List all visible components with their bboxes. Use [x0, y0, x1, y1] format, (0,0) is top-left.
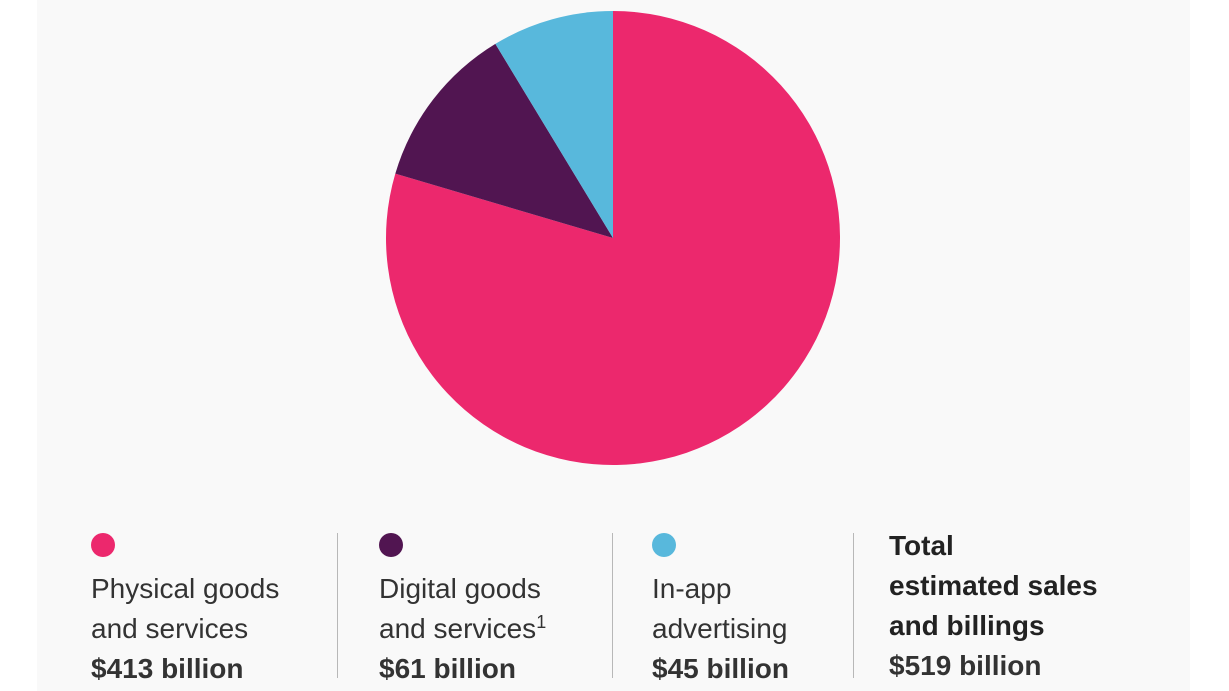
chart-panel: Physical goods and services $413 billion…: [37, 0, 1190, 691]
legend-item-physical: Physical goods and services $413 billion: [91, 528, 279, 689]
legend-label-digital-line1: Digital goods: [379, 573, 541, 604]
legend-label-advertising-line2: advertising: [652, 613, 788, 644]
legend-label-advertising-line1: In-app: [652, 573, 732, 604]
legend-item-digital: Digital goods and services1 $61 billion: [379, 528, 546, 689]
legend-item-total: Total estimated sales and billings $519 …: [889, 526, 1098, 686]
legend-divider-3: [853, 533, 854, 678]
legend-divider-2: [612, 533, 613, 678]
legend-total-line1: Total: [889, 530, 954, 561]
pie-chart: [386, 10, 841, 465]
legend-swatch-advertising: [652, 533, 676, 557]
legend-value-digital: $61 billion: [379, 653, 516, 684]
legend-total-line3: and billings: [889, 610, 1045, 641]
pie-slice-physical: [386, 10, 841, 465]
legend-label-digital-line2: and services1: [379, 609, 546, 649]
legend-swatch-physical: [91, 533, 115, 557]
legend-label-physical-line1: Physical goods: [91, 573, 280, 604]
pie-slice-advertising: [495, 11, 613, 238]
legend-swatch-digital: [379, 533, 403, 557]
pie-slice-digital: [395, 43, 613, 238]
footnote-marker: 1: [536, 612, 547, 632]
legend-item-advertising: In-app advertising $45 billion: [652, 528, 789, 689]
legend-value-physical: $413 billion: [91, 653, 244, 684]
legend-total-line2: estimated sales: [889, 570, 1098, 601]
legend-label-physical-line2: and services: [91, 613, 249, 644]
legend-total-value: $519 billion: [889, 650, 1042, 681]
legend-value-advertising: $45 billion: [652, 653, 789, 684]
legend: Physical goods and services $413 billion…: [37, 528, 1190, 691]
legend-label-digital-line2-text: and services: [379, 613, 537, 644]
legend-divider-1: [337, 533, 338, 678]
